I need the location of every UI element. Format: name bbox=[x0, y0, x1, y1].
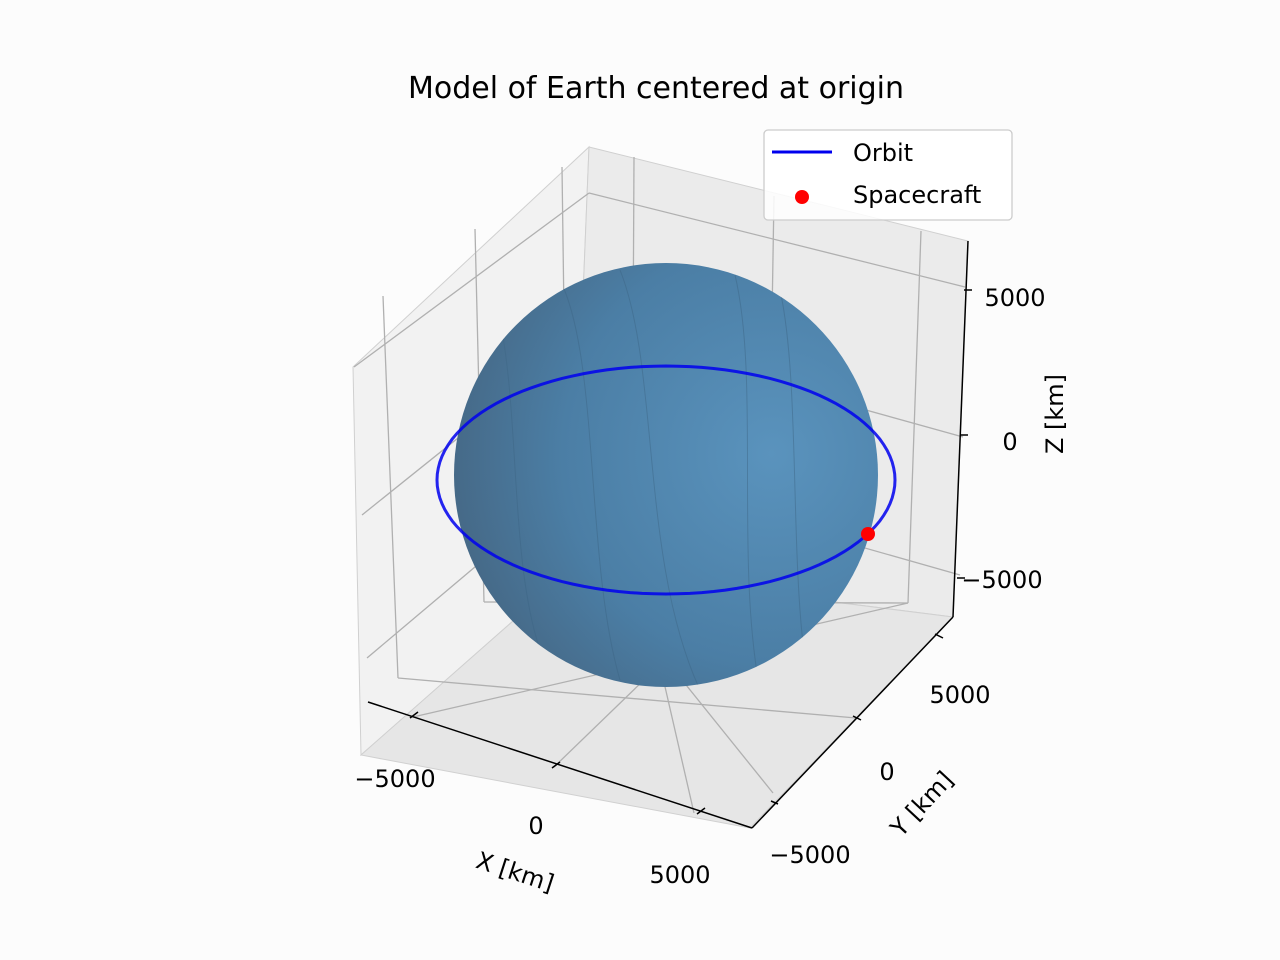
x-axis-label: X [km] bbox=[473, 846, 558, 897]
x-tick-label: 5000 bbox=[649, 861, 710, 889]
z-tick-label: 0 bbox=[1002, 428, 1017, 456]
orbit-path bbox=[435, 364, 897, 596]
tick-marks bbox=[409, 289, 972, 815]
legend-spacecraft-swatch bbox=[795, 190, 809, 204]
y-tick-label: 5000 bbox=[929, 681, 990, 709]
z-tick-labels: 5000 0 −5000 bbox=[961, 284, 1045, 594]
x-tick-labels: −5000 0 5000 bbox=[354, 765, 710, 889]
legend-spacecraft-label: Spacecraft bbox=[853, 181, 981, 209]
legend: Orbit Spacecraft bbox=[763, 129, 1013, 221]
y-axis-label: Y [km] bbox=[884, 766, 959, 843]
z-tick-label: 5000 bbox=[984, 284, 1045, 312]
x-tick-label: 0 bbox=[528, 812, 543, 840]
orbit-line bbox=[435, 364, 897, 596]
y-tick-labels: −5000 0 5000 bbox=[769, 681, 990, 869]
legend-orbit-label: Orbit bbox=[853, 139, 913, 167]
z-axis-label: Z [km] bbox=[1041, 374, 1069, 454]
chart-title: Model of Earth centered at origin bbox=[408, 71, 904, 106]
axis-lines bbox=[367, 240, 969, 829]
spacecraft-marker bbox=[861, 527, 875, 541]
z-tick-label: −5000 bbox=[961, 566, 1042, 594]
y-tick-label: 0 bbox=[879, 758, 894, 786]
earth-sphere bbox=[454, 263, 878, 687]
y-tick-label: −5000 bbox=[769, 841, 850, 869]
x-tick-label: −5000 bbox=[354, 765, 435, 793]
